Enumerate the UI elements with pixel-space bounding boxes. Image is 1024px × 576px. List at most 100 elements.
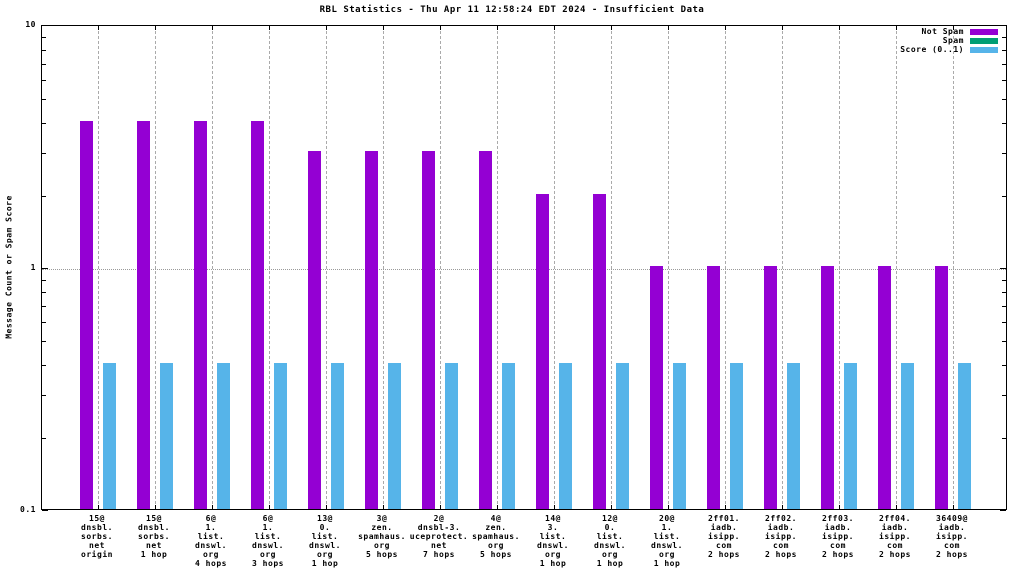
- gridline-x: [383, 26, 384, 509]
- y-major-tick: [1000, 268, 1006, 269]
- legend-label: Spam: [942, 36, 964, 45]
- y-major-tick: [42, 25, 48, 26]
- gridline-x: [668, 26, 669, 509]
- x-tick: [668, 505, 669, 509]
- chart-title: RBL Statistics - Thu Apr 11 12:58:24 EDT…: [319, 5, 705, 15]
- x-tick: [155, 26, 156, 30]
- bar-not-spam: [878, 266, 891, 509]
- y-minor-tick: [1002, 438, 1006, 439]
- gridline-x: [155, 26, 156, 509]
- gridline-x: [839, 26, 840, 509]
- x-tick: [440, 505, 441, 509]
- y-tick-label: 0.1: [20, 505, 36, 514]
- x-tick: [326, 505, 327, 509]
- bar-not-spam: [365, 151, 378, 509]
- y-minor-tick: [42, 438, 46, 439]
- x-tick: [440, 26, 441, 30]
- gridline-y1: [42, 269, 1006, 270]
- bar-score-0-1: [445, 363, 458, 509]
- legend-label: Score (0..1): [900, 45, 964, 54]
- y-minor-tick: [1002, 365, 1006, 366]
- x-tick: [98, 26, 99, 30]
- y-minor-tick: [1002, 306, 1006, 307]
- y-minor-tick: [42, 153, 46, 154]
- y-minor-tick: [1002, 341, 1006, 342]
- x-tick: [326, 26, 327, 30]
- bar-not-spam: [593, 194, 606, 509]
- y-minor-tick: [1002, 292, 1006, 293]
- x-tick: [725, 26, 726, 30]
- bar-not-spam: [707, 266, 720, 509]
- x-tick: [725, 505, 726, 509]
- x-tick: [212, 505, 213, 509]
- x-tick: [953, 505, 954, 509]
- legend-label: Not Spam: [921, 27, 964, 36]
- bar-not-spam: [422, 151, 435, 509]
- x-tick: [212, 26, 213, 30]
- bar-not-spam: [935, 266, 948, 509]
- y-major-tick: [42, 268, 48, 269]
- bar-score-0-1: [958, 363, 971, 509]
- x-tick: [611, 26, 612, 30]
- legend: Not Spam Spam Score (0..1): [900, 27, 998, 54]
- x-axis-label: 20@ 1. list. dnswl. org 1 hop: [651, 514, 683, 568]
- gridline-x: [782, 26, 783, 509]
- x-axis-label: 4@ zen. spamhaus. org 5 hops: [472, 514, 520, 559]
- x-tick: [554, 26, 555, 30]
- gridline-x: [440, 26, 441, 509]
- x-axis-label: 3@ zen. spamhaus. org 5 hops: [358, 514, 406, 559]
- y-minor-tick: [1002, 280, 1006, 281]
- y-minor-tick: [42, 196, 46, 197]
- x-tick: [953, 26, 954, 30]
- bar-not-spam: [764, 266, 777, 509]
- y-minor-tick: [1002, 123, 1006, 124]
- y-minor-tick: [1002, 153, 1006, 154]
- bar-score-0-1: [616, 363, 629, 509]
- gridline-x: [611, 26, 612, 509]
- x-axis-label: 15@ dnsbl. sorbs. net origin: [81, 514, 113, 559]
- x-tick: [497, 505, 498, 509]
- y-major-tick: [1000, 25, 1006, 26]
- y-minor-tick: [1002, 64, 1006, 65]
- y-minor-tick: [1002, 395, 1006, 396]
- x-tick: [782, 26, 783, 30]
- bar-score-0-1: [274, 363, 287, 509]
- bar-not-spam: [194, 121, 207, 509]
- bar-score-0-1: [103, 363, 116, 509]
- y-minor-tick: [42, 123, 46, 124]
- bar-not-spam: [137, 121, 150, 509]
- bar-not-spam: [650, 266, 663, 509]
- bar-not-spam: [821, 266, 834, 509]
- x-tick: [554, 505, 555, 509]
- x-axis-label: 2ff01. iadb. isipp. com 2 hops: [708, 514, 740, 559]
- gridline-x: [326, 26, 327, 509]
- x-axis-label: 15@ dnsbl. sorbs. net 1 hop: [138, 514, 170, 559]
- y-minor-tick: [42, 50, 46, 51]
- gridline-x: [269, 26, 270, 509]
- x-tick: [668, 26, 669, 30]
- y-minor-tick: [42, 99, 46, 100]
- x-axis-label: 6@ 1. list. dnswl. org 4 hops: [195, 514, 227, 568]
- y-minor-tick: [42, 322, 46, 323]
- x-tick: [497, 26, 498, 30]
- x-axis-label: 14@ 3. list. dnswl. org 1 hop: [537, 514, 569, 568]
- gridline-x: [896, 26, 897, 509]
- y-minor-tick: [1002, 99, 1006, 100]
- legend-row: Spam: [900, 36, 998, 45]
- bar-not-spam: [251, 121, 264, 509]
- x-axis-label: 2@ dnsbl-3. uceprotect. net 7 hops: [409, 514, 469, 559]
- plot-area: [41, 25, 1007, 511]
- x-axis-label: 36409@ iadb. isipp. com 2 hops: [936, 514, 968, 559]
- y-minor-tick: [42, 64, 46, 65]
- x-axis-label: 2ff02. iadb. isipp. com 2 hops: [765, 514, 797, 559]
- x-axis-label: 2ff03. iadb. isipp. com 2 hops: [822, 514, 854, 559]
- x-tick: [896, 26, 897, 30]
- x-tick: [896, 505, 897, 509]
- gridline-x: [725, 26, 726, 509]
- bar-score-0-1: [673, 363, 686, 509]
- x-tick: [383, 505, 384, 509]
- y-minor-tick: [1002, 80, 1006, 81]
- x-tick: [383, 26, 384, 30]
- y-minor-tick: [42, 280, 46, 281]
- x-axis-label: 6@ 1. list. dnswl. org 3 hops: [252, 514, 284, 568]
